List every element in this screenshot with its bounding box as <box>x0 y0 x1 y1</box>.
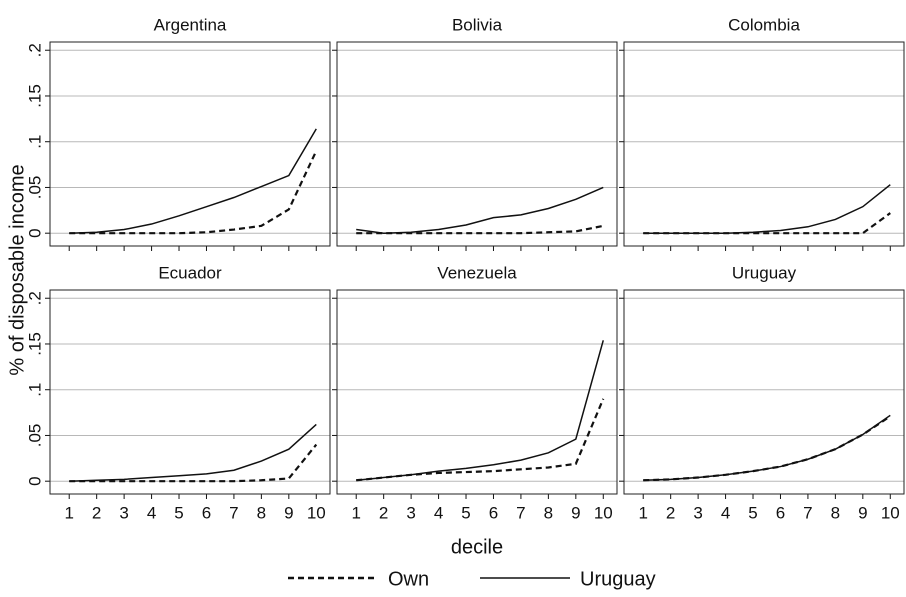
legend-label: Own <box>388 568 429 590</box>
x-tick-label: 1 <box>638 503 647 522</box>
x-tick-label: 8 <box>544 503 553 522</box>
x-tick-label: 6 <box>489 503 498 522</box>
x-tick-label: 7 <box>229 503 238 522</box>
x-tick-label: 10 <box>594 503 613 522</box>
series-line <box>69 443 318 483</box>
series-line <box>356 224 604 235</box>
x-tick-label: 8 <box>257 503 266 522</box>
y-tick-label: .05 <box>25 176 44 200</box>
x-tick-label: 3 <box>119 503 128 522</box>
x-tick-label: 4 <box>721 503 730 522</box>
x-tick-label: 3 <box>693 503 702 522</box>
y-tick-label: .2 <box>25 43 44 57</box>
x-tick-label: 2 <box>666 503 675 522</box>
x-tick-label: 5 <box>461 503 470 522</box>
y-tick-label: 0 <box>25 228 44 237</box>
series-line <box>356 398 605 482</box>
panel-frame <box>336 41 618 247</box>
x-tick-label: 4 <box>434 503 443 522</box>
panel-frame <box>623 289 905 495</box>
x-tick-label: 1 <box>64 503 73 522</box>
x-tick-label: 7 <box>803 503 812 522</box>
panel-title: Colombia <box>728 15 800 34</box>
y-tick-label: .2 <box>25 291 44 305</box>
x-tick-label: 2 <box>379 503 388 522</box>
x-axis-label: decile <box>451 536 503 558</box>
panel-frame <box>336 289 618 495</box>
x-tick-label: 6 <box>776 503 785 522</box>
y-tick-label: .15 <box>25 84 44 108</box>
panel-frame <box>49 41 331 247</box>
y-tick-label: .1 <box>25 383 44 397</box>
series-line <box>643 414 891 482</box>
legend-label: Uruguay <box>580 568 656 590</box>
x-tick-label: 6 <box>202 503 211 522</box>
x-tick-label: 9 <box>571 503 580 522</box>
panel-title: Venezuela <box>437 263 517 282</box>
x-tick-label: 3 <box>406 503 415 522</box>
x-tick-label: 5 <box>748 503 757 522</box>
panel-title: Bolivia <box>452 15 503 34</box>
y-tick-label: 0 <box>25 476 44 485</box>
x-tick-label: 10 <box>307 503 326 522</box>
y-tick-label: .15 <box>25 332 44 356</box>
x-tick-label: 5 <box>174 503 183 522</box>
series-line <box>69 423 317 482</box>
x-tick-label: 9 <box>284 503 293 522</box>
x-tick-label: 10 <box>881 503 900 522</box>
series-line <box>356 340 604 482</box>
y-tick-label: .05 <box>25 424 44 448</box>
panel-frame <box>623 41 905 247</box>
series-line <box>356 186 604 234</box>
panel-title: Argentina <box>154 15 227 34</box>
panel-frame <box>49 289 331 495</box>
series-line <box>643 212 891 235</box>
x-tick-label: 4 <box>147 503 156 522</box>
series-line <box>643 184 891 234</box>
series-line <box>69 150 318 235</box>
series-line <box>69 128 317 234</box>
x-tick-label: 1 <box>351 503 360 522</box>
x-tick-label: 7 <box>516 503 525 522</box>
y-tick-label: .1 <box>25 135 44 149</box>
y-axis-label: % of disposable income <box>6 164 28 375</box>
x-tick-label: 2 <box>92 503 101 522</box>
series-line <box>643 415 891 482</box>
x-tick-label: 9 <box>858 503 867 522</box>
x-tick-label: 8 <box>831 503 840 522</box>
panel-title: Uruguay <box>732 263 797 282</box>
panel-title: Ecuador <box>158 263 222 282</box>
